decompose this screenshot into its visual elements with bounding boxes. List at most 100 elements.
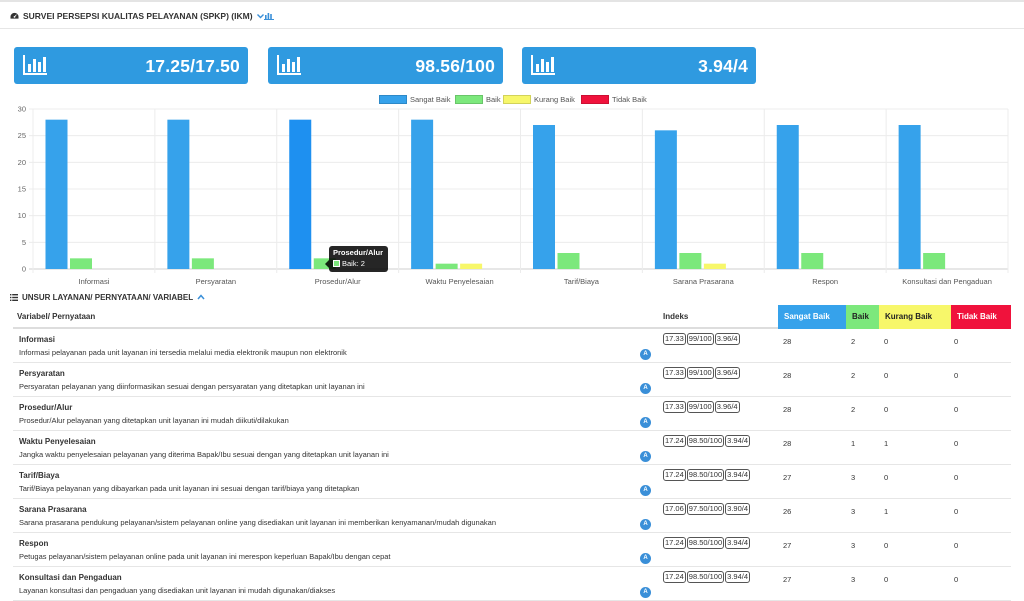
answer-badge[interactable]: A	[640, 383, 651, 394]
answer-badge[interactable]: A	[640, 587, 651, 598]
kpi-card-ikm: 98.56/100	[268, 47, 503, 84]
chevron-up-icon	[197, 294, 205, 300]
index-values: 17.24 98.50/100 3.94/4	[663, 435, 751, 447]
bar-sangat-baik[interactable]	[45, 119, 68, 270]
x-tick-label: Waktu Penyelesaian	[426, 277, 494, 286]
header-sangat-baik: Sangat Baik	[778, 305, 846, 329]
count-tb: 0	[954, 575, 959, 584]
legend-item[interactable]: Sangat Baik	[379, 95, 450, 104]
count-b: 2	[851, 371, 856, 380]
count-b: 3	[851, 541, 856, 550]
count-kb: 0	[884, 371, 889, 380]
section-title: UNSUR LAYANAN/ PERNYATAAN/ VARIABEL	[22, 293, 194, 302]
count-tb: 0	[954, 541, 959, 550]
variable-table: Variabel/ Pernyataan Indeks Sangat Baik …	[13, 305, 1011, 601]
index-values: 17.33 99/100 3.96/4	[663, 333, 740, 345]
bar-baik[interactable]	[679, 253, 702, 269]
bar-baik[interactable]	[557, 253, 580, 269]
count-b: 3	[851, 575, 856, 584]
legend-swatch	[455, 95, 483, 104]
y-tick-label: 30	[18, 105, 26, 114]
index-badge: 97.50/100	[686, 503, 725, 515]
bar-chart: 0 5 10 15 20 25 30 Informasi Persyaratan Prosedur…	[18, 105, 1009, 286]
bar-baik[interactable]	[191, 258, 214, 269]
count-b: 1	[851, 439, 856, 448]
bar-sangat-baik[interactable]	[167, 119, 190, 270]
count-sb: 28	[783, 371, 792, 380]
count-tb: 0	[954, 405, 959, 414]
kpi-card-average: 3.94/4	[522, 47, 756, 84]
bar-baik[interactable]	[70, 258, 92, 269]
variable-statement: Petugas pelayanan/sistem pelayanan onlin…	[19, 552, 391, 561]
answer-badge[interactable]: A	[640, 485, 651, 496]
answer-badge[interactable]: A	[640, 349, 651, 360]
table-row: Informasi Informasi pelayanan pada unit l…	[13, 329, 1011, 363]
index-badge: 3.94/4	[725, 537, 751, 549]
x-tick-label: Sarana Prasarana	[673, 277, 735, 286]
answer-badge[interactable]: A	[640, 553, 651, 564]
bar-sangat-baik[interactable]	[898, 125, 921, 269]
index-badge: 98.50/100	[686, 537, 725, 549]
index-badge: 3.96/4	[714, 333, 740, 345]
count-kb: 1	[884, 507, 889, 516]
kpi-value: 98.56/100	[415, 56, 495, 76]
count-sb: 28	[783, 439, 792, 448]
bar-baik[interactable]	[313, 258, 336, 269]
bar-baik[interactable]	[923, 253, 946, 269]
index-badge: 3.96/4	[714, 401, 740, 413]
chart-toggle-button[interactable]	[256, 12, 274, 20]
legend-item[interactable]: Baik	[455, 95, 501, 104]
y-tick-label: 15	[18, 185, 26, 194]
index-values: 17.33 99/100 3.96/4	[663, 401, 740, 413]
count-sb: 27	[783, 473, 792, 482]
variable-name: Tarif/Biaya	[19, 471, 60, 480]
chart-tooltip: Prosedur/Alur Baik: 2	[325, 246, 388, 272]
bar-kurang-baik[interactable]	[703, 263, 726, 269]
legend-item[interactable]: Tidak Baik	[581, 95, 647, 104]
bar-sangat-baik[interactable]	[411, 119, 434, 270]
table-body: Informasi Informasi pelayanan pada unit l…	[13, 329, 1011, 601]
bar-sangat-baik[interactable]	[654, 130, 677, 269]
header-tidak-baik: Tidak Baik	[951, 305, 1011, 329]
bar-sangat-baik[interactable]	[776, 125, 799, 269]
index-values: 17.33 99/100 3.96/4	[663, 367, 740, 379]
legend-label: Kurang Baik	[534, 95, 575, 104]
count-b: 3	[851, 507, 856, 516]
count-b: 2	[851, 337, 856, 346]
variable-name: Waktu Penyelesaian	[19, 437, 96, 446]
header-variabel: Variabel/ Pernyataan	[17, 312, 96, 321]
count-tb: 0	[954, 439, 959, 448]
header-indeks: Indeks	[663, 312, 689, 321]
answer-badge[interactable]: A	[640, 451, 651, 462]
table-row: Konsultasi dan Pengaduan Layanan konsulta…	[13, 567, 1011, 601]
count-kb: 0	[884, 575, 889, 584]
legend-item[interactable]: Kurang Baik	[503, 95, 575, 104]
bar-baik[interactable]	[435, 263, 458, 269]
variable-statement: Tarif/Biaya pelayanan yang dibayarkan pa…	[19, 484, 360, 493]
section-collapse-button[interactable]	[197, 293, 205, 302]
bar-sangat-baik[interactable]	[533, 125, 555, 269]
count-tb: 0	[954, 337, 959, 346]
variable-statement: Jangka waktu penyelesaian pelayanan yang…	[19, 450, 389, 459]
variable-name: Sarana Prasarana	[19, 505, 87, 514]
count-b: 3	[851, 473, 856, 482]
index-badge: 98.50/100	[686, 571, 725, 583]
index-badge: 17.33	[663, 367, 686, 379]
answer-badge[interactable]: A	[640, 519, 651, 530]
index-badge: 17.24	[663, 571, 686, 583]
count-sb: 28	[783, 337, 792, 346]
answer-badge[interactable]: A	[640, 417, 651, 428]
index-values: 17.24 98.50/100 3.94/4	[663, 571, 751, 583]
tooltip-swatch	[333, 260, 340, 267]
bar-sangat-baik[interactable]	[289, 119, 312, 270]
x-tick-label: Persyaratan	[196, 277, 236, 286]
bar-chart-icon	[531, 55, 555, 75]
index-badge: 98.50/100	[686, 469, 725, 481]
legend-label: Baik	[486, 95, 501, 104]
bar-baik[interactable]	[801, 253, 824, 269]
bar-chart-icon	[263, 13, 274, 20]
variable-statement: Persyaratan pelayanan yang diinformasika…	[19, 382, 365, 391]
index-values: 17.24 98.50/100 3.94/4	[663, 537, 751, 549]
index-badge: 17.24	[663, 435, 686, 447]
bar-kurang-baik[interactable]	[460, 263, 483, 269]
